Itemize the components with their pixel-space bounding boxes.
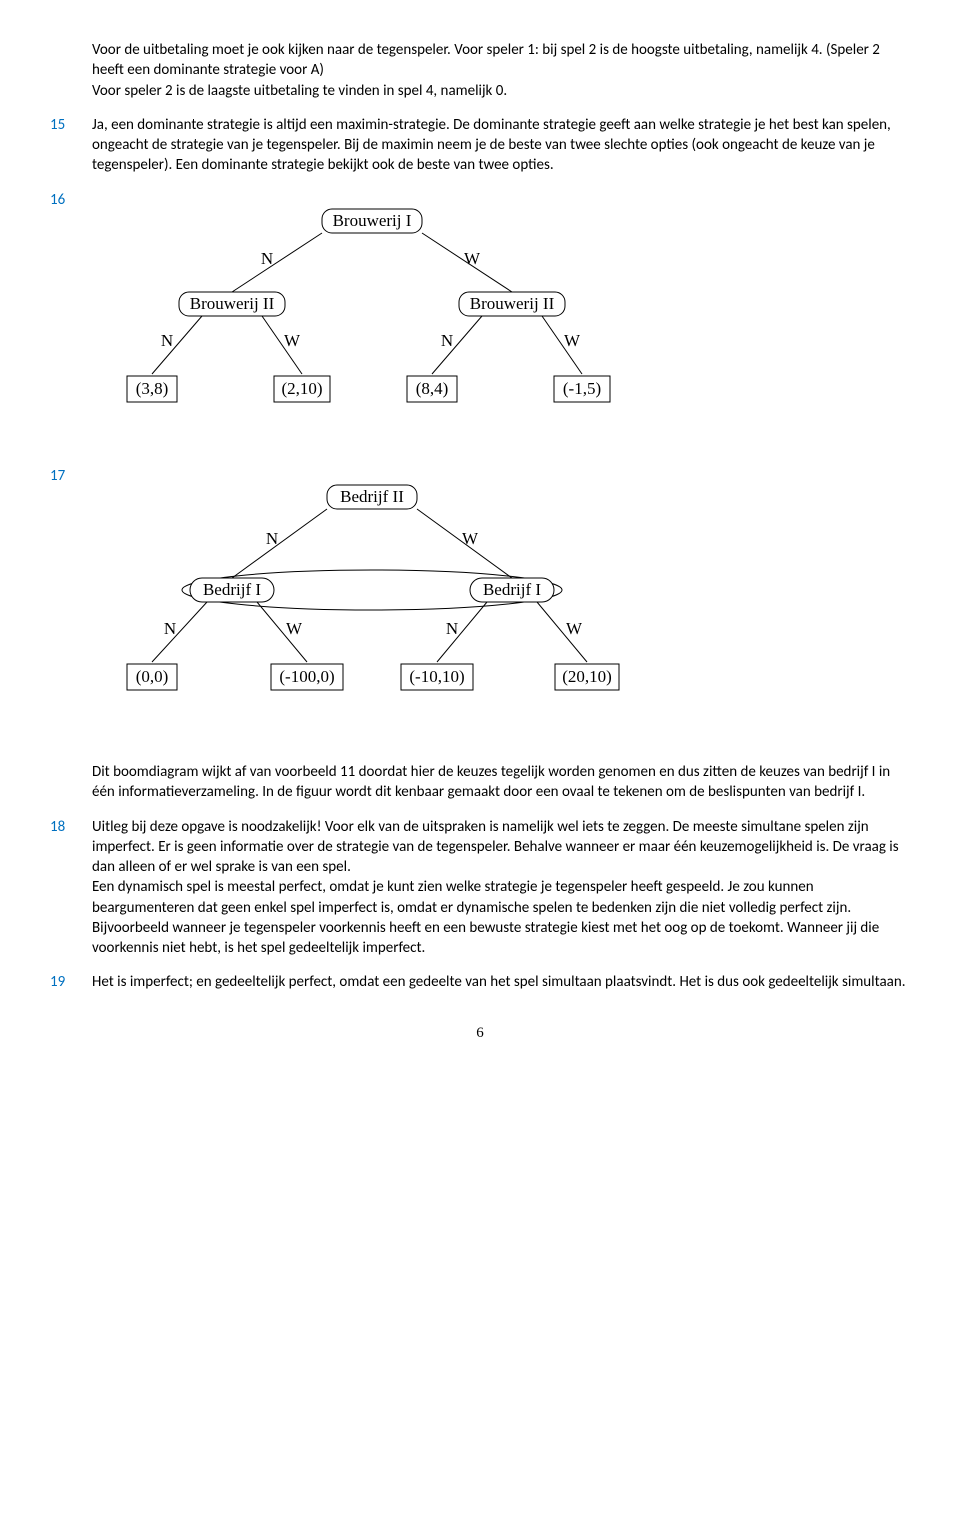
q18-p1: Uitleg bij deze opgave is noodzakelijk! … — [92, 818, 899, 877]
svg-text:Brouwerij II: Brouwerij II — [470, 294, 555, 313]
svg-text:W: W — [564, 331, 581, 350]
q19-text: Het is imperfect; en gedeeltelijk perfec… — [92, 972, 910, 992]
svg-text:W: W — [286, 619, 303, 638]
svg-text:W: W — [284, 331, 301, 350]
q18-text: Uitleg bij deze opgave is noodzakelijk! … — [92, 817, 910, 959]
q16-content: N W N W N W Brouwerij I Brouwerij II Brouwerij I… — [92, 190, 910, 452]
svg-text:Bedrijf I: Bedrijf I — [483, 580, 541, 599]
q17-text-block: Dit boomdiagram wijkt af van voorbeeld 1… — [50, 762, 910, 803]
q17-number: 17 — [50, 466, 92, 748]
svg-text:W: W — [566, 619, 583, 638]
intro-block: Voor de uitbetaling moet je ook kijken n… — [50, 40, 910, 101]
q17-diagram: N W N W N W Bedrijf II Bedrijf I Bedrijf I (0,0) (… — [92, 472, 910, 728]
q15-text: Ja, een dominante strategie is altijd ee… — [92, 115, 910, 176]
svg-text:(3,8): (3,8) — [136, 379, 169, 398]
q18-p2: Een dynamisch spel is meestal perfect, o… — [92, 878, 879, 957]
intro-text: Voor de uitbetaling moet je ook kijken n… — [92, 40, 910, 101]
q18-number: 18 — [50, 817, 92, 959]
svg-text:(0,0): (0,0) — [136, 667, 169, 686]
svg-text:(8,4): (8,4) — [416, 379, 449, 398]
svg-text:Bedrijf II: Bedrijf II — [340, 487, 404, 506]
page-number: 6 — [50, 1023, 910, 1043]
q17-content: N W N W N W Bedrijf II Bedrijf I Bedrijf I (0,0) (… — [92, 466, 910, 748]
svg-text:Bedrijf I: Bedrijf I — [203, 580, 261, 599]
svg-text:N: N — [441, 331, 453, 350]
q15-block: 15 Ja, een dominante strategie is altijd… — [50, 115, 910, 176]
svg-text:W: W — [462, 529, 479, 548]
svg-text:(20,10): (20,10) — [562, 667, 612, 686]
q17-tree-svg: N W N W N W Bedrijf II Bedrijf I Bedrijf I (0,0) (… — [92, 472, 652, 722]
q17-text: Dit boomdiagram wijkt af van voorbeeld 1… — [92, 762, 910, 803]
svg-text:Brouwerij I: Brouwerij I — [333, 211, 412, 230]
svg-text:N: N — [266, 529, 278, 548]
svg-text:N: N — [164, 619, 176, 638]
svg-text:(-1,5): (-1,5) — [563, 379, 601, 398]
svg-text:Brouwerij II: Brouwerij II — [190, 294, 275, 313]
q16-tree-svg: N W N W N W Brouwerij I Brouwerij II Brouwerij I… — [92, 196, 652, 426]
q16-number: 16 — [50, 190, 92, 452]
q18-block: 18 Uitleg bij deze opgave is noodzakelij… — [50, 817, 910, 959]
q17-text-spacer — [50, 762, 92, 803]
q19-number: 19 — [50, 972, 92, 992]
intro-p1: Voor de uitbetaling moet je ook kijken n… — [92, 41, 880, 79]
q17-block: 17 N W N W N W Bedrijf II Bedrijf I Bedrijf I (0,… — [50, 466, 910, 748]
q16-block: 16 N W N W N W Brouwerij I Brouwerij II Brouweri… — [50, 190, 910, 452]
svg-text:N: N — [446, 619, 458, 638]
svg-text:N: N — [161, 331, 173, 350]
svg-text:N: N — [261, 249, 273, 268]
intro-p2: Voor speler 2 is de laagste uitbetaling … — [92, 82, 507, 100]
q15-number: 15 — [50, 115, 92, 176]
svg-text:(-100,0): (-100,0) — [279, 667, 334, 686]
q19-block: 19 Het is imperfect; en gedeeltelijk per… — [50, 972, 910, 992]
intro-spacer — [50, 40, 92, 101]
svg-text:W: W — [464, 249, 481, 268]
svg-text:(2,10): (2,10) — [281, 379, 322, 398]
svg-text:(-10,10): (-10,10) — [409, 667, 464, 686]
q16-diagram: N W N W N W Brouwerij I Brouwerij II Brouwerij I… — [92, 196, 910, 432]
